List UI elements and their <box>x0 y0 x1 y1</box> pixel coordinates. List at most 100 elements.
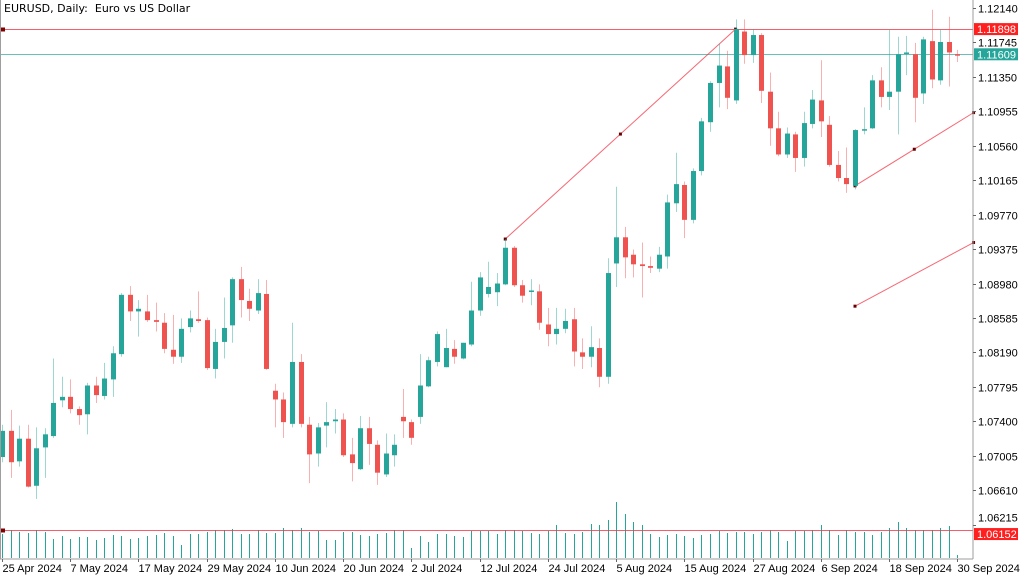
bullish-candle <box>34 427 39 499</box>
bearish-candle <box>26 424 31 488</box>
time-tick-label: 17 May 2024 <box>139 563 203 575</box>
candle-body <box>921 39 926 94</box>
candle-body <box>426 360 431 387</box>
bullish-candle <box>717 43 722 108</box>
bearish-candle <box>68 379 73 414</box>
line-anchor-marker <box>1 528 5 533</box>
price-tick-label: 1.12140 <box>978 4 1018 16</box>
candle-body <box>77 409 82 416</box>
bullish-candle <box>392 434 397 467</box>
candle-body <box>631 254 636 265</box>
candle-body <box>930 41 935 80</box>
candle-body <box>947 42 952 53</box>
bearish-candle <box>819 60 824 138</box>
bullish-candle <box>111 346 116 397</box>
bullish-candle <box>810 89 815 129</box>
bearish-candle <box>264 280 269 370</box>
bullish-candle <box>665 194 670 269</box>
bullish-candle <box>785 127 790 158</box>
candle-body <box>281 399 286 423</box>
candle-body <box>623 237 628 258</box>
bearish-candle <box>546 307 551 347</box>
candle-body <box>512 247 517 286</box>
bullish-candle <box>316 422 321 467</box>
bullish-candle <box>43 428 48 478</box>
candle-body <box>751 35 756 56</box>
bullish-candle <box>85 382 90 435</box>
bearish-candle <box>537 284 542 330</box>
bearish-candle <box>367 416 372 465</box>
candle-body <box>409 422 414 438</box>
candle-body <box>256 293 261 311</box>
bearish-candle <box>9 409 14 478</box>
price-axis[interactable]: 1.12140 1.11745 1.11350 1.10955 1.10560 1.101… <box>973 4 1018 526</box>
candle-body <box>333 419 338 422</box>
time-axis[interactable]: 25 Apr 2024 7 May 2024 17 May 2024 29 May 2… <box>2 559 1020 575</box>
candle-body <box>546 324 551 335</box>
bearish-candle <box>913 42 918 123</box>
bearish-candle <box>597 338 602 388</box>
bullish-candle <box>734 19 739 104</box>
bullish-candle <box>870 75 875 130</box>
price-tick-label: 1.07005 <box>978 452 1018 464</box>
bearish-candle <box>631 249 636 278</box>
bullish-candle <box>529 279 534 306</box>
price-tick-label: 1.06610 <box>978 486 1018 498</box>
candle-body <box>503 247 508 285</box>
bullish-candle <box>554 307 559 345</box>
candle-body <box>26 438 31 487</box>
trend-line-marker <box>853 304 857 308</box>
bearish-candle <box>341 413 346 457</box>
candle-body <box>614 237 619 264</box>
bearish-candle <box>580 338 585 369</box>
bullish-candle <box>802 111 807 167</box>
bearish-candle <box>623 226 628 279</box>
bearish-candle <box>239 266 244 318</box>
candle-body <box>316 427 321 454</box>
candle-body <box>119 294 124 355</box>
candle-body <box>768 91 773 129</box>
candle-body <box>290 361 295 424</box>
bearish-candle <box>94 376 99 403</box>
bullish-candle <box>478 272 483 316</box>
candle-body <box>469 310 474 345</box>
candle-body <box>375 444 380 473</box>
candle-body <box>563 320 568 329</box>
candle-body <box>938 42 943 81</box>
candle-body <box>580 352 585 357</box>
bearish-candle <box>879 67 884 108</box>
bearish-candle <box>350 437 355 482</box>
candle-body <box>810 99 815 124</box>
candle-body <box>392 444 397 456</box>
candle-body <box>43 434 48 448</box>
bearish-candle <box>162 313 167 354</box>
candle-body <box>827 124 832 165</box>
candle-body <box>657 254 662 269</box>
candle-body <box>674 184 679 204</box>
candle-body <box>802 123 807 158</box>
candle-body <box>94 385 99 396</box>
candle-body <box>665 202 670 257</box>
bearish-candle <box>512 246 517 287</box>
candle-body <box>691 171 696 220</box>
candle-body <box>196 319 201 321</box>
candle-body <box>68 396 73 410</box>
bullish-candle <box>324 402 329 448</box>
bullish-candle <box>486 261 491 298</box>
bullish-candle <box>60 376 65 408</box>
candle-body <box>648 266 653 268</box>
candle-body <box>836 164 841 179</box>
bearish-candle <box>930 9 935 89</box>
trend-line <box>854 242 974 307</box>
candle-body <box>60 396 65 401</box>
candle-body <box>188 318 193 328</box>
price-tick-label: 1.08190 <box>978 348 1018 360</box>
price-badge-label: 1.06152 <box>977 529 1017 541</box>
candle-body <box>435 334 440 362</box>
price-badge <box>974 528 1018 541</box>
candle-body <box>896 54 901 92</box>
bullish-candle <box>435 331 440 367</box>
candle-body <box>572 319 577 352</box>
price-tick-label: 1.10955 <box>978 107 1018 119</box>
